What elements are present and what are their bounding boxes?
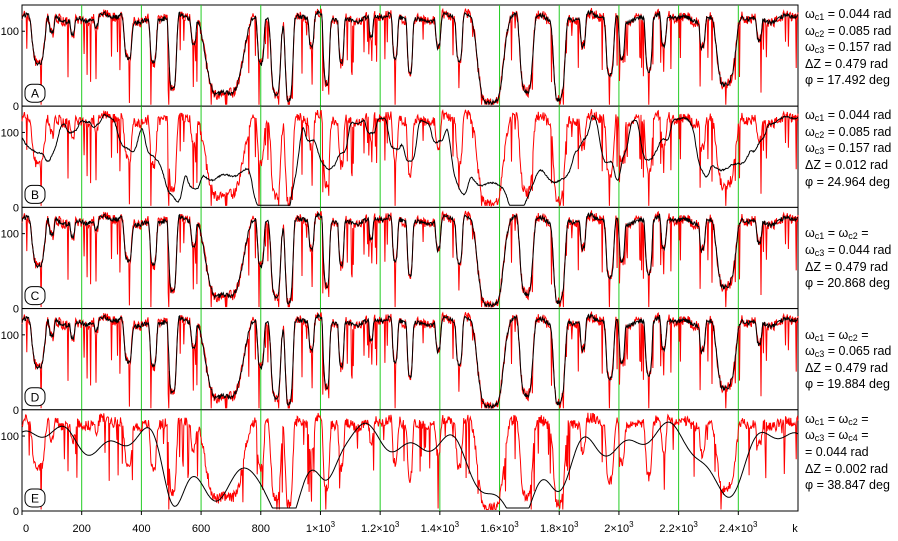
panel-frame bbox=[21, 409, 799, 512]
x-tick-label-2200: 2.2×103 bbox=[659, 520, 698, 535]
panel-D: 0 100 D bbox=[1, 308, 799, 417]
panel-A-params: ωc1 = 0.044 rad ωc2 = 0.085 rad ωc3 = 0.15… bbox=[805, 6, 891, 89]
y-tick-label-100: 100 bbox=[1, 26, 19, 38]
y-tick-label-0: 0 bbox=[13, 101, 19, 113]
param-line: φ = 38.847 deg bbox=[805, 478, 890, 493]
measured-series-line bbox=[21, 7, 799, 106]
param-line: ωc1 = ωc2 = bbox=[805, 327, 869, 343]
param-line: ωc2 = 0.085 rad bbox=[805, 124, 892, 140]
param-line: ωc3 = 0.157 rad bbox=[805, 141, 892, 157]
y-tick-label-100: 100 bbox=[1, 229, 19, 241]
param-line: ωc2 = 0.085 rad bbox=[805, 23, 892, 39]
x-axis-label: k bbox=[792, 523, 798, 535]
param-line: ΔZ = 0.012 rad bbox=[805, 157, 889, 172]
panel-badge bbox=[24, 488, 46, 508]
x-tick-label-1400: 1.4×103 bbox=[421, 520, 460, 535]
param-line: ΔZ = 0.479 rad bbox=[805, 360, 889, 375]
measured-series-line bbox=[21, 108, 799, 208]
param-line: ωc1 = 0.044 rad bbox=[805, 7, 892, 22]
y-tick-label-100: 100 bbox=[1, 330, 19, 342]
panel-badge bbox=[24, 387, 46, 407]
x-tick-label-800: 800 bbox=[252, 523, 270, 535]
param-line: φ = 24.964 deg bbox=[805, 174, 890, 189]
measured-series-line bbox=[21, 311, 799, 410]
param-line: ΔZ = 0.479 rad bbox=[805, 259, 889, 274]
panel-B-params: ωc1 = 0.044 rad ωc2 = 0.085 rad ωc3 = 0.15… bbox=[805, 107, 891, 190]
model-series-line bbox=[21, 113, 799, 206]
panel-letter: A bbox=[31, 87, 39, 101]
x-tick-label-1800: 1.8×103 bbox=[540, 520, 579, 535]
panel-letter: B bbox=[31, 188, 39, 202]
param-line: ωc1 = ωc2 = bbox=[805, 226, 869, 242]
measured-series-line bbox=[21, 210, 799, 309]
model-series-line bbox=[21, 211, 799, 308]
param-line: ωc1 = ωc2 = bbox=[805, 411, 869, 427]
param-line: ωc1 = 0.044 rad bbox=[805, 108, 892, 124]
y-tick-label-0: 0 bbox=[13, 506, 19, 518]
x-tick-label-1200: 1.2×103 bbox=[361, 520, 400, 535]
panel-C-params: ωc1 = ωc2 = ωc3 = 0.044 rad ΔZ = 0.479 rad… bbox=[805, 225, 891, 291]
y-tick-label-0: 0 bbox=[13, 304, 19, 316]
panel-letter: C bbox=[31, 289, 40, 303]
param-line: φ = 19.884 deg bbox=[805, 377, 890, 392]
param-line: φ = 20.868 deg bbox=[805, 276, 890, 291]
param-line: ωc3 = ωc4 = bbox=[805, 428, 869, 444]
param-line: φ = 17.492 deg bbox=[805, 73, 890, 88]
param-line: ΔZ = 0.479 rad bbox=[805, 56, 889, 71]
x-tick-label-200: 200 bbox=[73, 523, 91, 535]
x-tick-label-1000: 1×103 bbox=[306, 520, 336, 535]
param-line: ωc3 = 0.044 rad bbox=[805, 242, 892, 258]
x-tick-label-2000: 2×103 bbox=[604, 520, 634, 535]
y-tick-label-0: 0 bbox=[13, 405, 19, 417]
panel-badge bbox=[24, 184, 46, 204]
x-tick-label-600: 600 bbox=[192, 523, 210, 535]
param-line: ΔZ = 0.002 rad bbox=[805, 461, 889, 476]
x-tick-label-400: 400 bbox=[132, 523, 150, 535]
panel-letter: D bbox=[31, 390, 40, 404]
panel-letter: E bbox=[31, 492, 39, 506]
model-series-line bbox=[21, 9, 799, 106]
panel-badge bbox=[24, 83, 46, 103]
panel-A: 0 100 A bbox=[1, 4, 799, 113]
panel-D-params: ωc1 = ωc2 = ωc3 = 0.065 rad ΔZ = 0.479 rad… bbox=[805, 327, 891, 393]
panel-B: 0 100 B bbox=[1, 105, 799, 214]
y-tick-label-100: 100 bbox=[1, 127, 19, 139]
x-tick-label-2400: 2.4×103 bbox=[719, 520, 758, 535]
model-series-line bbox=[21, 421, 799, 509]
panel-E: 0 100 E bbox=[1, 409, 799, 518]
panel-E-params: ωc1 = ωc2 = ωc3 = ωc4 = = 0.044 rad ΔZ = 0.… bbox=[805, 411, 890, 494]
param-line: ωc3 = 0.065 rad bbox=[805, 344, 892, 360]
measured-series-line bbox=[21, 412, 799, 510]
y-tick-label-100: 100 bbox=[1, 431, 19, 443]
x-axis: 0 200 400 600 800 1×103 1.2×103 1.4×103 1.6×103 1… bbox=[21, 511, 798, 535]
param-line: ωc3 = 0.157 rad bbox=[805, 40, 892, 56]
panel-C: 0 100 C bbox=[1, 206, 799, 316]
param-line: = 0.044 rad bbox=[805, 444, 869, 459]
panel-badge bbox=[24, 286, 46, 306]
y-tick-label-0: 0 bbox=[13, 202, 19, 214]
x-tick-label-0: 0 bbox=[23, 523, 29, 535]
x-tick-label-1600: 1.6×103 bbox=[480, 520, 519, 535]
model-series-line bbox=[21, 313, 799, 409]
